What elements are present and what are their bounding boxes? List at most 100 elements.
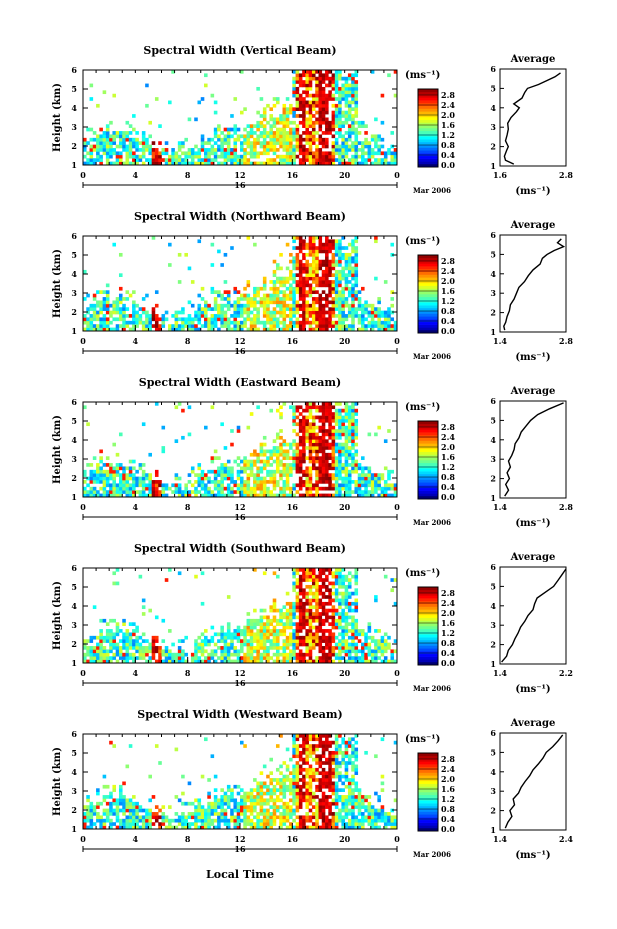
heatmap-cell [138,154,143,159]
heatmap-cell [298,615,303,620]
heatmap-cell [331,141,336,145]
heatmap-cells [83,402,398,498]
heatmap-cell [331,103,336,108]
heatmap-cell [331,622,336,626]
heatmap-cell [200,141,205,145]
heatmap-cell [194,659,198,664]
heatmap-cell [341,408,345,413]
heatmap-cell [315,273,319,278]
heatmap-cell [347,480,352,484]
heatmap-cell [154,473,159,477]
heatmap-cell [256,124,260,128]
heatmap-cell [295,584,300,589]
heatmap-cell [328,635,332,640]
heatmap-cell [351,293,355,298]
heatmap-cell [364,476,368,481]
heatmap-cell [161,148,166,152]
heatmap-cell [174,476,179,481]
heatmap-cell [112,493,117,498]
heatmap-cell [138,141,143,145]
heatmap-cell [315,469,319,474]
heatmap-cell [223,314,228,318]
average-y-tick-label: 3 [490,288,496,298]
heatmap-cell [374,649,378,654]
heatmap-cell [282,659,287,664]
heatmap-cell [302,314,306,318]
heatmap-cell [295,442,300,447]
heatmap-cell [83,154,87,159]
heatmap-cell [308,76,313,81]
heatmap-cell [92,327,97,332]
heatmap-cell [344,280,349,284]
heatmap-cell [204,314,208,318]
heatmap-cell [148,808,152,813]
heatmap-cell [318,158,323,162]
heatmap-cell [383,324,388,328]
heatmap-cell [331,649,336,654]
heatmap-cell [118,822,123,826]
heatmap-cell [184,486,188,491]
heatmap-cell [308,263,313,267]
colorbar-swatch [418,612,438,616]
heatmap-cell [315,280,319,284]
heatmap-cell [302,266,306,271]
heatmap-cell [115,134,120,139]
heatmap-cell [285,652,290,657]
heatmap-cell [295,320,300,325]
heatmap-cell [318,639,323,643]
heatmap-cell [226,625,231,630]
heatmap-cell [318,110,323,115]
y-tick-label: 2 [71,141,77,151]
colorbar-swatch [418,316,438,320]
heatmap-cell [275,320,280,325]
colorbar-swatch [418,102,438,107]
heatmap-cell [204,324,208,328]
heatmap-cell [334,83,339,88]
heatmap-cell [321,131,326,135]
heatmap-cell [311,402,316,406]
heatmap-cell [272,598,277,603]
heatmap-cell [83,317,87,322]
heatmap-cell [305,456,309,460]
heatmap-cell [282,124,287,128]
heatmap-cell [334,646,339,650]
heatmap-cell [347,483,352,488]
heatmap-cell [321,144,326,149]
heatmap-cell [262,114,267,118]
heatmap-cell [331,612,336,616]
heatmap-cell [253,618,257,623]
heatmap-cell [341,578,345,582]
heatmap-cell [315,635,319,640]
heatmap-cell [145,317,149,322]
heatmap-cell [240,659,244,664]
average-unit: (ms⁻¹) [515,518,550,529]
heatmap-cell [308,154,313,159]
heatmap-cell [282,656,287,660]
heatmap-cell [298,452,303,457]
heatmap-cell [154,402,159,406]
heatmap-cell [282,290,287,294]
heatmap-cell [334,297,339,301]
heatmap-cell [334,635,339,640]
heatmap-cell [243,629,247,633]
heatmap-cell [328,154,332,159]
heatmap-cell [112,784,117,789]
heatmap-cell [334,418,339,423]
heatmap-cell [305,273,309,278]
heatmap-cell [207,327,211,332]
heatmap-cell [331,581,336,586]
heatmap-cell [344,439,349,444]
heatmap-cell [217,327,221,332]
heatmap-cell [341,493,345,498]
heatmap-cell [334,324,339,328]
heatmap-cell [102,463,107,467]
heatmap-cell [298,137,303,142]
colorbar-swatch [418,94,438,98]
heatmap-cell [295,578,300,582]
heatmap-cell [295,134,300,139]
heatmap-cell [315,486,319,491]
heatmap-cell [308,425,313,430]
heatmap-cell [204,635,208,640]
heatmap-cell [344,83,349,88]
heatmap-cell [158,151,162,156]
